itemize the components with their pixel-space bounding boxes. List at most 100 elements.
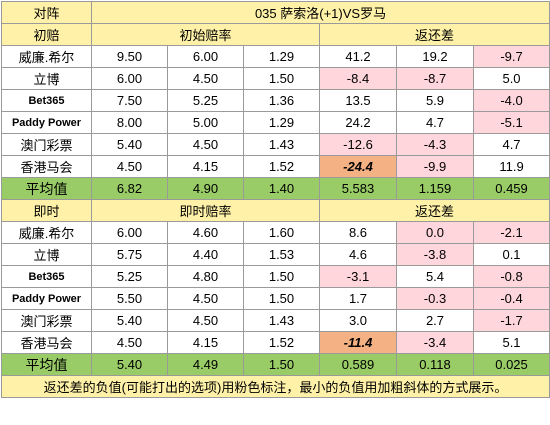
odds-cell: 4.15 (167, 155, 244, 178)
odds-cell: 4.50 (167, 309, 244, 332)
odds-cell: 4.40 (167, 243, 244, 266)
odds-cell: 4.50 (91, 331, 168, 354)
odds-cell: 1.29 (243, 45, 320, 68)
odds-cell: 1.29 (243, 111, 320, 134)
odds-cell: 7.50 (91, 89, 168, 112)
average-diff-cell: 0.589 (319, 353, 397, 376)
odds-cell: 6.00 (91, 67, 168, 90)
bookmaker-row: Paddy Power 5.50 4.50 1.50 1.7 -0.3 -0.4 (1, 287, 550, 310)
negative-diff-cell: -3.4 (396, 331, 474, 354)
average-row: 平均值 6.82 4.90 1.40 5.583 1.159 0.459 (1, 177, 550, 200)
return-diff-cell: 41.2 (319, 45, 397, 68)
return-diff-cell: 4.6 (319, 243, 397, 266)
odds-cell: 5.25 (91, 265, 168, 288)
return-diff-cell: 3.0 (319, 309, 397, 332)
footer-note: 返还差的负值(可能打出的选项)用粉色标注，最小的负值用加粗斜体的方式展示。 (0, 375, 550, 398)
negative-diff-cell: -5.1 (472, 111, 550, 134)
average-diff-cell: 5.583 (319, 177, 397, 200)
return-diff-cell: 0.1 (472, 243, 550, 266)
negative-diff-cell: -9.9 (396, 155, 474, 178)
return-diff-header: 返还差 (318, 23, 550, 46)
bookmaker-name: 香港马会 (1, 155, 92, 178)
odds-cell: 1.43 (243, 133, 320, 156)
odds-cell: 5.00 (167, 111, 244, 134)
return-diff-cell: 24.2 (319, 111, 397, 134)
average-diff-cell: 0.118 (396, 353, 474, 376)
average-label: 平均值 (1, 177, 92, 200)
bookmaker-row: 香港马会 4.50 4.15 1.52 -24.4 -9.9 11.9 (1, 155, 550, 178)
odds-cell: 5.25 (167, 89, 244, 112)
odds-cell: 6.00 (91, 221, 168, 244)
bookmaker-name: 立博 (1, 243, 92, 266)
average-row: 平均值 5.40 4.49 1.50 0.589 0.118 0.025 (1, 353, 550, 376)
average-odds-cell: 6.82 (91, 177, 168, 200)
return-diff-cell: 4.7 (472, 133, 550, 156)
odds-header: 初始赔率 (91, 23, 320, 46)
bookmaker-name: 威廉.希尔 (1, 45, 92, 68)
odds-cell: 5.40 (91, 133, 168, 156)
odds-cell: 4.50 (167, 287, 244, 310)
odds-cell: 4.60 (167, 221, 244, 244)
odds-cell: 5.50 (91, 287, 168, 310)
odds-cell: 1.50 (243, 265, 320, 288)
min-negative-cell: -11.4 (319, 331, 397, 354)
odds-table: 对阵 035 萨索洛(+1)VS罗马 初赔 初始赔率 返还差 威廉.希尔 9.50 6.0… (0, 1, 550, 398)
odds-cell: 1.52 (243, 155, 320, 178)
bookmaker-row: 澳门彩票 5.40 4.50 1.43 -12.6 -4.3 4.7 (1, 133, 550, 156)
bookmaker-row: Bet365 5.25 4.80 1.50 -3.1 5.4 -0.8 (1, 265, 550, 288)
odds-cell: 1.43 (243, 309, 320, 332)
average-odds-cell: 4.49 (167, 353, 244, 376)
odds-cell: 1.53 (243, 243, 320, 266)
return-diff-cell: 5.9 (396, 89, 474, 112)
average-odds-cell: 5.40 (91, 353, 168, 376)
bookmaker-row: 威廉.希尔 6.00 4.60 1.60 8.6 0.0 -2.1 (1, 221, 550, 244)
return-diff-cell: 11.9 (472, 155, 550, 178)
negative-diff-cell: -3.8 (396, 243, 474, 266)
bookmaker-row: 立博 6.00 4.50 1.50 -8.4 -8.7 5.0 (1, 67, 550, 90)
section-label: 初赔 (1, 23, 92, 46)
bookmaker-row: 澳门彩票 5.40 4.50 1.43 3.0 2.7 -1.7 (1, 309, 550, 332)
odds-cell: 1.36 (243, 89, 320, 112)
negative-diff-cell: -0.4 (472, 287, 550, 310)
odds-cell: 1.50 (243, 67, 320, 90)
bookmaker-row: 香港马会 4.50 4.15 1.52 -11.4 -3.4 5.1 (1, 331, 550, 354)
return-diff-cell: 13.5 (319, 89, 397, 112)
odds-cell: 1.60 (243, 221, 320, 244)
title-row: 对阵 035 萨索洛(+1)VS罗马 (1, 1, 550, 24)
return-diff-cell: 8.6 (319, 221, 397, 244)
bookmaker-name: 澳门彩票 (1, 309, 92, 332)
odds-cell: 5.40 (91, 309, 168, 332)
odds-cell: 6.00 (167, 45, 244, 68)
odds-header: 即时赔率 (91, 199, 320, 222)
odds-cell: 9.50 (91, 45, 168, 68)
negative-diff-cell: -3.1 (319, 265, 397, 288)
bookmaker-name: 立博 (1, 67, 92, 90)
bookmaker-name: 威廉.希尔 (1, 221, 92, 244)
corner-label: 对阵 (1, 1, 92, 24)
odds-cell: 4.80 (167, 265, 244, 288)
min-negative-cell: -24.4 (319, 155, 397, 178)
bookmaker-row: 立博 5.75 4.40 1.53 4.6 -3.8 0.1 (1, 243, 550, 266)
negative-diff-cell: -8.4 (319, 67, 397, 90)
bookmaker-row: Paddy Power 8.00 5.00 1.29 24.2 4.7 -5.1 (1, 111, 550, 134)
match-title: 035 萨索洛(+1)VS罗马 (90, 1, 550, 24)
bookmaker-row: 威廉.希尔 9.50 6.00 1.29 41.2 19.2 -9.7 (1, 45, 550, 68)
return-diff-cell: 5.4 (396, 265, 474, 288)
return-diff-cell: 4.7 (396, 111, 474, 134)
odds-cell: 4.50 (167, 67, 244, 90)
footer-row: 返还差的负值(可能打出的选项)用粉色标注，最小的负值用加粗斜体的方式展示。 (0, 375, 550, 398)
odds-cell: 4.50 (91, 155, 168, 178)
bookmaker-name: Bet365 (1, 265, 92, 288)
odds-cell: 4.15 (167, 331, 244, 354)
negative-diff-cell: -12.6 (319, 133, 397, 156)
negative-diff-cell: -0.8 (472, 265, 550, 288)
negative-diff-cell: -8.7 (396, 67, 474, 90)
odds-cell: 1.52 (243, 331, 320, 354)
negative-diff-cell: -1.7 (472, 309, 550, 332)
average-odds-cell: 4.90 (167, 177, 244, 200)
bookmaker-name: Paddy Power (1, 287, 92, 310)
section-label: 即时 (1, 199, 92, 222)
return-diff-cell: 19.2 (396, 45, 474, 68)
negative-diff-cell: -0.3 (396, 287, 474, 310)
return-diff-header: 返还差 (318, 199, 550, 222)
